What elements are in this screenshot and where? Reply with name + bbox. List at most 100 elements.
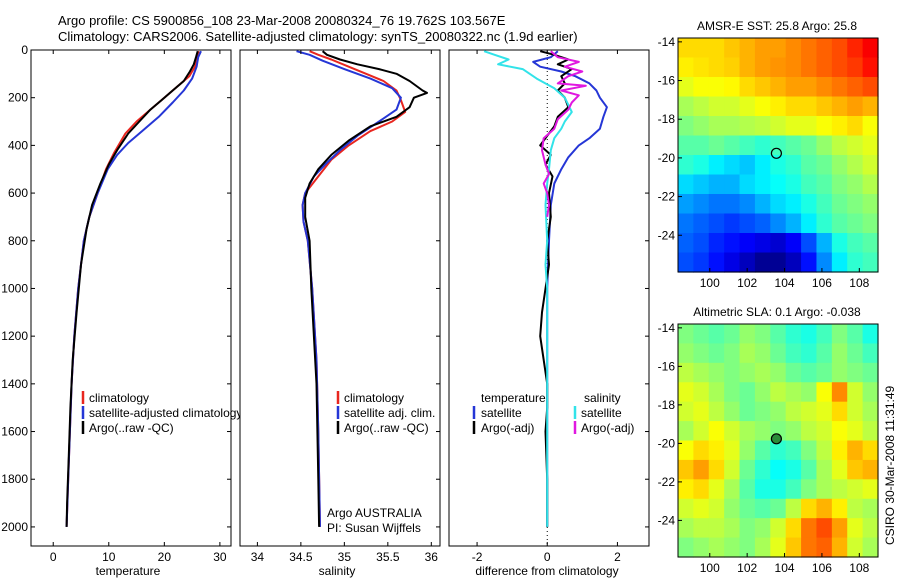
heatmap-cell [708,440,725,461]
heatmap-cell [801,421,818,442]
heatmap-cell [754,77,771,98]
legend-argo-label: Argo(..raw -QC) [89,421,174,435]
heatmap-cell [801,77,818,98]
heatmap-cell [785,174,802,195]
heatmap-cell [816,194,833,215]
heatmap-cell [693,252,710,273]
heatmap-cell [847,382,864,403]
heatmap-cell [831,57,848,78]
heatmap-cell [770,57,787,78]
heatmap-cell [708,479,725,500]
lon-tick-label: 102 [737,276,757,290]
heatmap-cell [770,252,787,273]
lon-tick-label: 108 [849,276,869,290]
heatmap-cell [831,324,848,345]
heatmap-cell [754,537,771,558]
heatmap-cell [739,194,756,215]
lat-tick-label: -14 [658,321,676,335]
legend-temp-satellite-label: satellite [481,406,522,420]
heatmap-cell [785,401,802,422]
heatmap-cell [816,362,833,383]
heatmap-cell [754,459,771,480]
heatmap-cell [708,518,725,539]
salinity-legend: climatology satellite adj. clim. Argo(..… [336,391,435,435]
lon-tick-label: 106 [812,561,832,575]
heatmap-cell [770,479,787,500]
heatmap-cell [770,174,787,195]
lat-tick-label: -22 [658,190,676,204]
lon-tick-label: 104 [775,561,795,575]
argo-float-position-marker [770,147,783,159]
lat-tick-label: -20 [658,151,676,165]
heatmap-cell [739,382,756,403]
heatmap-cell [770,440,787,461]
heatmap-cell [816,498,833,519]
y-tick-label: 1800 [1,472,28,486]
series-line-argo-raw-qc [304,50,428,527]
heatmap-cell [739,233,756,254]
heatmap-cell [801,213,818,234]
heatmap-cell [847,421,864,442]
temperature-plot-area [30,49,232,547]
heatmap-cell [708,382,725,403]
heatmap-cell [739,362,756,383]
heatmap-cell [801,174,818,195]
heatmap-cell [708,116,725,137]
heatmap-cell [816,421,833,442]
heatmap-cell [862,440,879,461]
heatmap-cell [770,498,787,519]
heatmap-cell [739,421,756,442]
heatmap-cell [785,537,802,558]
heatmap-cell [785,498,802,519]
heatmap-cell [708,194,725,215]
heatmap-cell [678,155,694,176]
heatmap-cell [693,498,710,519]
sla-map-panel: Altimetric SLA: 0.1 Argo: -0.038 100 102 1… [658,305,879,575]
heatmap-cell [770,135,787,156]
x-tick-label: 30 [213,550,227,564]
heatmap-cell [785,382,802,403]
heatmap-cell [708,401,725,422]
heatmap-cell [724,194,741,215]
heatmap-cell [708,77,725,98]
heatmap-cell [693,174,710,195]
heatmap-cell [739,135,756,156]
heatmap-cell [816,382,833,403]
y-tick-label: 200 [8,91,28,105]
heatmap-cell [847,116,864,137]
heatmap-cell [847,38,864,59]
heatmap-cell [739,77,756,98]
heatmap-cell [816,38,833,59]
heatmap-cell [708,252,725,273]
heatmap-cell [754,213,771,234]
heatmap-cell [862,459,879,480]
sla-map-title: Altimetric SLA: 0.1 Argo: -0.038 [693,305,861,319]
heatmap-cell [724,324,741,345]
heatmap-cell [678,213,694,234]
heatmap-cell [724,174,741,195]
heatmap-cell [785,233,802,254]
heatmap-cell [801,382,818,403]
heatmap-cell [831,213,848,234]
heatmap-cell [801,38,818,59]
heatmap-cell [724,498,741,519]
heatmap-cell [678,421,694,442]
heatmap-cell [678,498,694,519]
heatmap-cell [801,194,818,215]
heatmap-cell [724,96,741,117]
heatmap-cell [847,174,864,195]
heatmap-cell [770,362,787,383]
heatmap-cell [862,252,879,273]
heatmap-cell [770,116,787,137]
lon-tick-label: 100 [700,561,720,575]
heatmap-cell [678,382,694,403]
heatmap-cell [862,498,879,519]
heatmap-cell [678,479,694,500]
heatmap-cell [739,174,756,195]
heatmap-cell [770,233,787,254]
heatmap-cell [831,252,848,273]
y-tick-label: 600 [8,186,28,200]
heatmap-cell [708,38,725,59]
heatmap-cell [770,38,787,59]
heatmap-cell [693,96,710,117]
